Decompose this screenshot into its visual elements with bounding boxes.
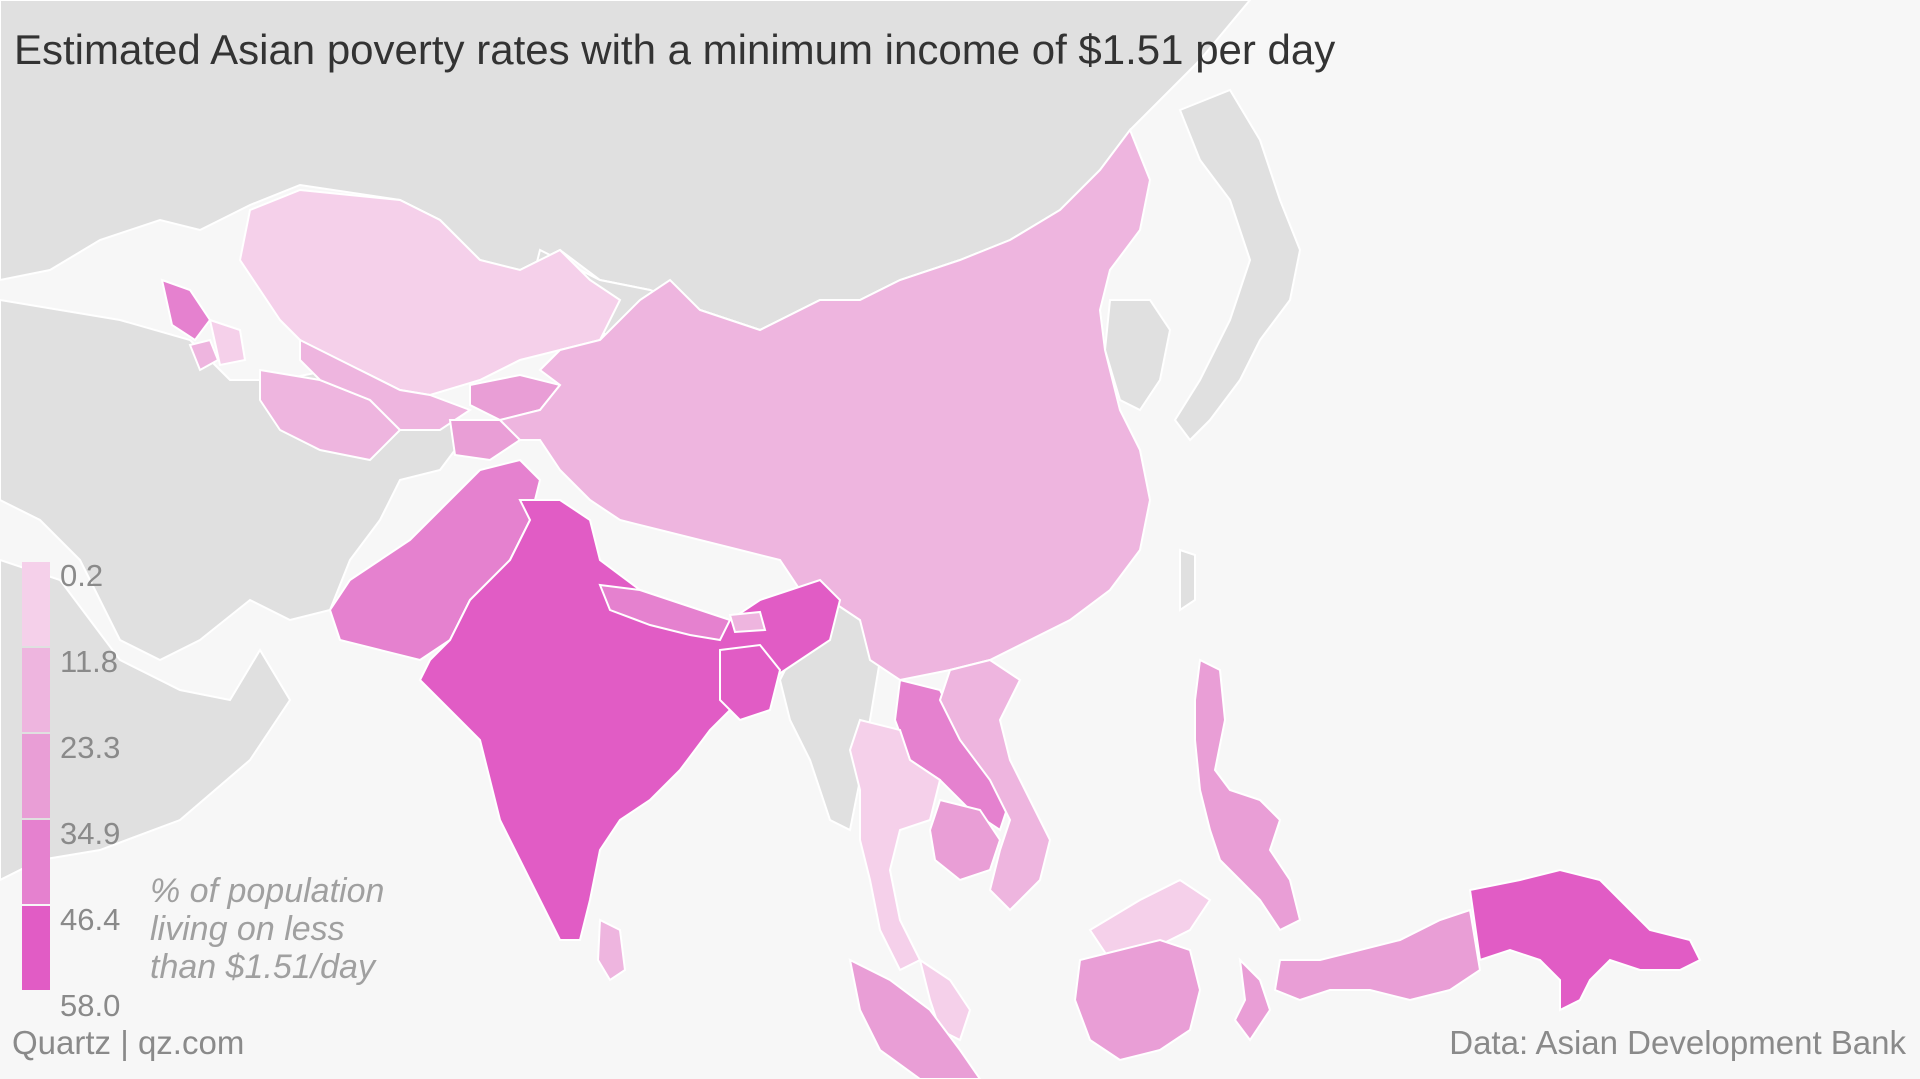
legend-swatch [22,562,50,646]
region-tajikistan [448,419,522,462]
legend-swatch [22,648,50,732]
region-thailand [848,718,942,972]
region-vietnam [938,658,1052,912]
map-title: Estimated Asian poverty rates with a min… [14,26,1336,73]
legend-break-label: 0.2 [60,558,104,593]
poverty-regions [160,127,1702,1079]
legend-swatch [22,734,50,818]
region-uzbekistan [299,338,473,431]
region-china [498,127,1152,682]
legend-swatch [22,906,50,990]
legend-break-label: 11.8 [60,644,119,679]
region-georgia [160,278,212,342]
publisher-credit: Quartz | qz.com [12,1024,245,1061]
legend-caption: % of population living on less than $1.5… [150,872,384,986]
region-indonesia [848,908,1482,1079]
data-source-credit: Data: Asian Development Bank [1449,1024,1906,1061]
region-nepal [598,583,732,642]
region-sri-lanka [596,918,627,982]
region-cambodia [928,798,1002,882]
region-bhutan [728,610,767,634]
legend-break-label: 23.3 [60,730,121,765]
legend-caption-line: living on less [150,910,345,948]
legend-swatch [22,820,50,904]
region-azerbaijan [208,318,247,367]
region-bangladesh [719,643,782,722]
legend-break-label: 58.0 [60,988,121,1023]
region-philippines [1194,658,1302,932]
legend-break-label: 34.9 [60,816,121,851]
legend-caption-line: % of population [150,872,385,910]
region-kazakhstan [238,188,622,397]
legend-break-label: 46.4 [60,902,121,937]
legend-caption-line: than $1.51/day [150,948,375,986]
region-papua-new-guinea [1468,868,1702,1012]
